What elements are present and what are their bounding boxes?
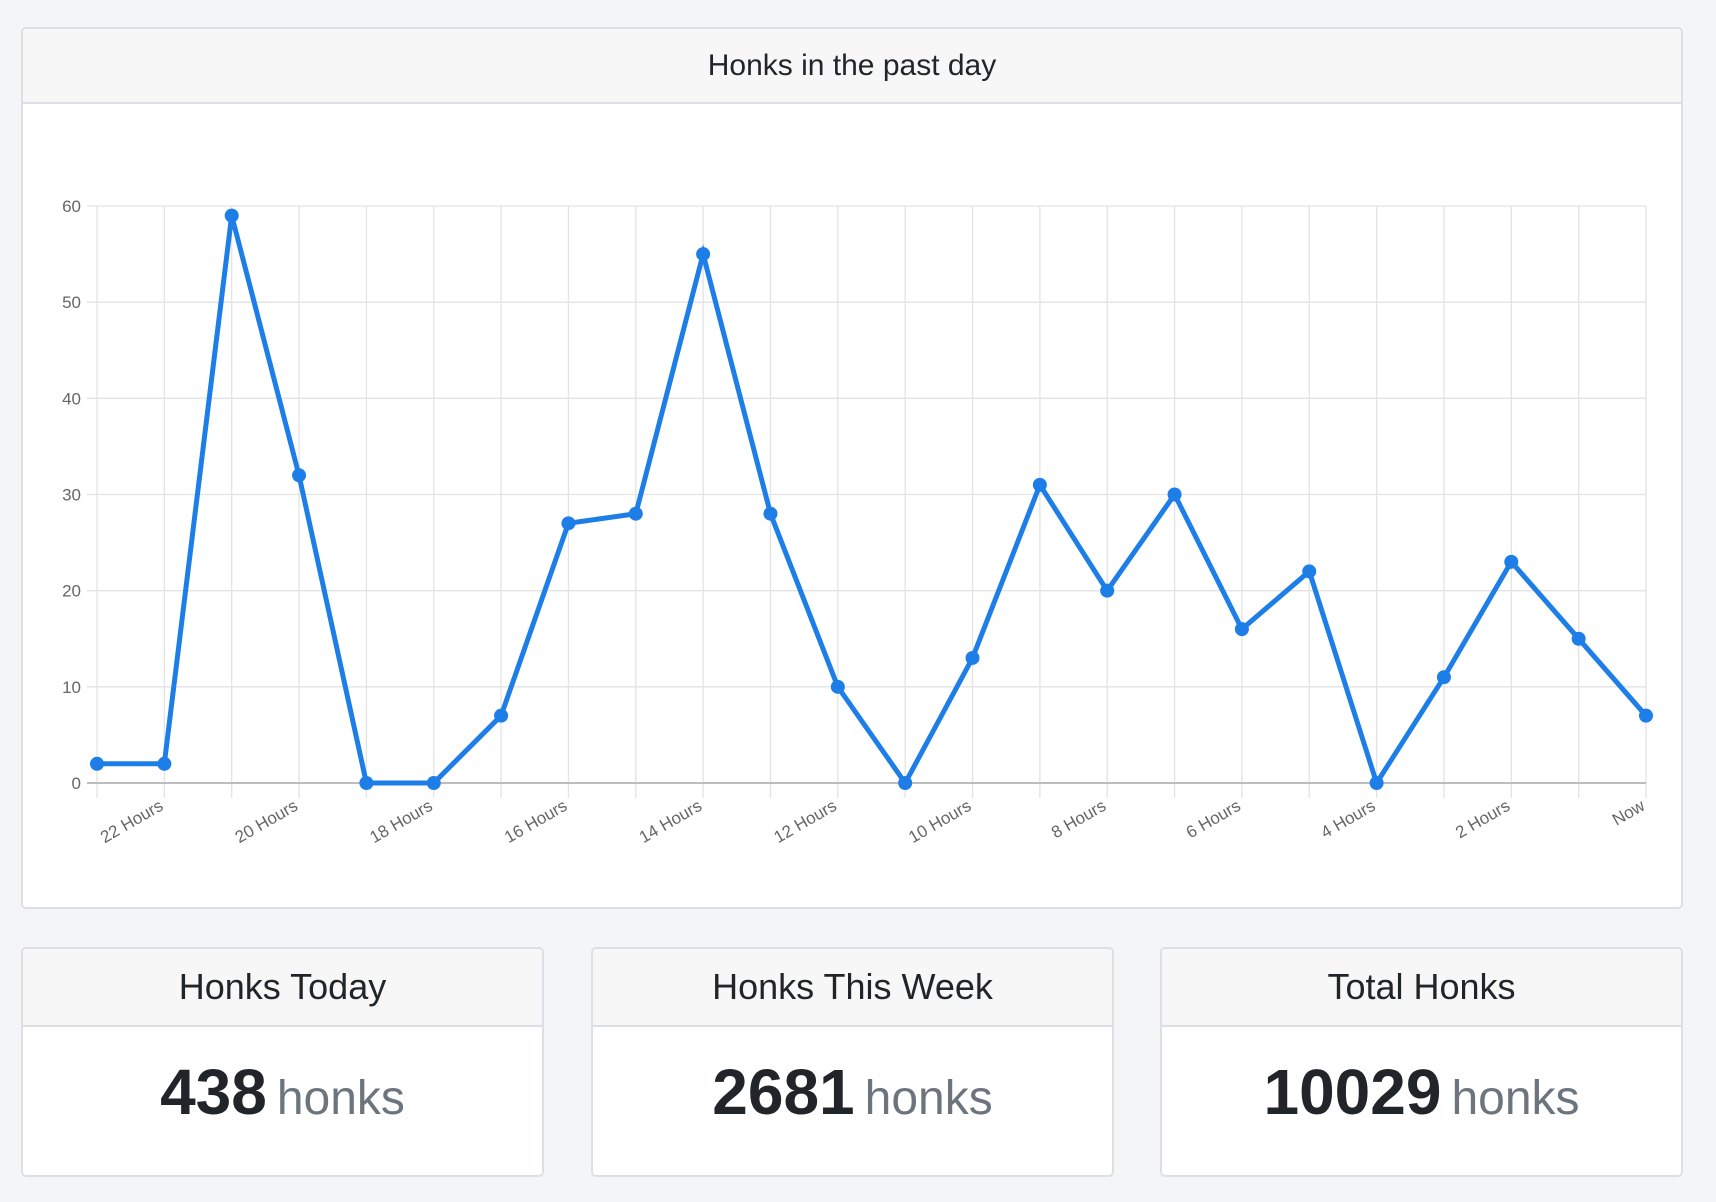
- x-tick-label: 8 Hours: [1048, 796, 1109, 842]
- x-tick-label: 16 Hours: [501, 796, 570, 847]
- stat-title-total-honks: Total Honks: [1162, 949, 1681, 1027]
- data-point: [1504, 554, 1519, 569]
- y-tick-label: 40: [62, 389, 81, 408]
- data-point: [157, 756, 172, 771]
- series-line: [94, 214, 1649, 789]
- x-tick-label: 10 Hours: [905, 796, 974, 847]
- x-tick-label: 22 Hours: [97, 796, 166, 847]
- x-tick-label: 18 Hours: [366, 796, 435, 847]
- stat-unit-honks-today: honks: [276, 1072, 405, 1125]
- x-tick-label: 20 Hours: [232, 796, 301, 847]
- chart-card-title: Honks in the past day: [23, 29, 1681, 104]
- stat-card-honks-this-week: Honks This Week 2681 honks: [591, 947, 1114, 1177]
- y-tick-label: 20: [62, 582, 81, 601]
- x-tick-label: 4 Hours: [1318, 796, 1379, 842]
- x-tick-label: 12 Hours: [771, 796, 840, 847]
- stat-title-honks-today: Honks Today: [23, 949, 542, 1027]
- y-tick-label: 30: [62, 486, 81, 505]
- data-point: [898, 776, 913, 790]
- y-tick-label: 60: [62, 197, 81, 216]
- data-point: [1234, 622, 1249, 637]
- data-point: [359, 776, 374, 790]
- data-point: [494, 708, 509, 723]
- data-point: [1100, 583, 1115, 598]
- x-tick-label: Now: [1609, 796, 1649, 830]
- data-point: [1302, 564, 1317, 579]
- stat-title-honks-this-week: Honks This Week: [593, 949, 1112, 1027]
- data-point: [224, 208, 239, 223]
- honks-line-chart: 0 10 20 30 40 50 60 22 Hours 20 Hours 18 Hours 16 …: [62, 197, 1653, 847]
- data-point: [628, 506, 643, 521]
- stat-card-total-honks: Total Honks 10029 honks: [1160, 947, 1683, 1177]
- y-tick-label: 0: [72, 774, 81, 793]
- chart-axes: 0 10 20 30 40 50 60 22 Hours 20 Hours 18 Hours 16 …: [62, 197, 1649, 847]
- data-point: [1639, 708, 1653, 723]
- y-tick-label: 50: [62, 293, 81, 312]
- stat-unit-total-honks: honks: [1451, 1072, 1580, 1125]
- data-point: [292, 468, 307, 483]
- stat-value-honks-today: 438: [160, 1056, 267, 1128]
- chart-card: Honks in the past day 0 10 20 30 40 50 60 22 Ho…: [21, 27, 1683, 909]
- data-point: [1436, 670, 1451, 685]
- data-point: [1571, 631, 1586, 646]
- data-point: [696, 247, 711, 262]
- data-point: [830, 679, 845, 694]
- x-tick-label: 14 Hours: [636, 796, 705, 847]
- stat-value-total-honks: 10029: [1263, 1056, 1442, 1128]
- x-tick-label: 2 Hours: [1452, 796, 1513, 842]
- data-point: [426, 776, 441, 790]
- data-point: [1032, 477, 1047, 492]
- chart-grid: [87, 205, 1647, 798]
- data-point: [1167, 487, 1182, 502]
- chart-series: [90, 208, 1653, 790]
- stat-card-honks-today: Honks Today 438 honks: [21, 947, 544, 1177]
- data-point: [90, 756, 104, 771]
- stat-unit-honks-this-week: honks: [864, 1072, 993, 1125]
- data-point: [561, 516, 576, 531]
- data-point: [1369, 776, 1384, 790]
- data-point: [965, 650, 980, 665]
- y-tick-label: 10: [62, 678, 81, 697]
- stat-value-honks-this-week: 2681: [712, 1056, 855, 1128]
- x-tick-label: 6 Hours: [1183, 796, 1244, 842]
- data-point: [763, 506, 778, 521]
